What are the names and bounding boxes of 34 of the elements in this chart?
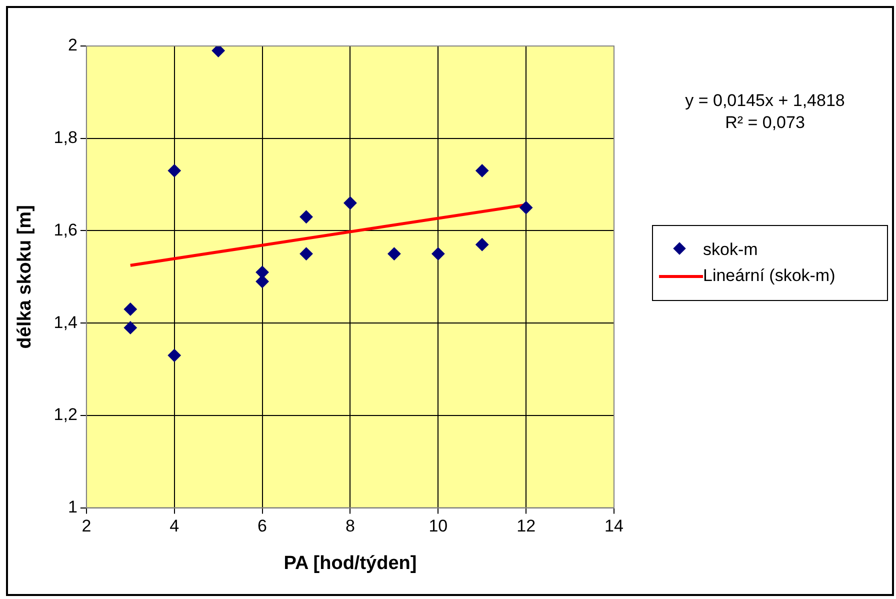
point bbox=[212, 46, 225, 58]
x-tick-label: 8 bbox=[345, 516, 355, 536]
point bbox=[520, 201, 533, 214]
y-tick-label: 1,4 bbox=[54, 312, 78, 332]
point bbox=[168, 348, 181, 362]
x-tick-label: 14 bbox=[604, 516, 624, 536]
point bbox=[124, 321, 137, 334]
point bbox=[256, 275, 269, 288]
x-tick-label: 2 bbox=[82, 516, 92, 536]
y-axis-title: délka skoku [m] bbox=[14, 205, 36, 349]
x-axis-title: PA [hod/týden] bbox=[284, 552, 417, 574]
point bbox=[344, 196, 357, 210]
point bbox=[124, 302, 137, 316]
point bbox=[388, 247, 401, 260]
point bbox=[432, 247, 445, 260]
point bbox=[476, 238, 489, 252]
point bbox=[300, 210, 313, 224]
y-tick-label: 1 bbox=[68, 497, 78, 516]
point bbox=[168, 164, 181, 178]
y-tick-label: 1,6 bbox=[54, 220, 78, 240]
y-tick-label: 1,2 bbox=[54, 405, 78, 424]
x-tick-label: 6 bbox=[258, 516, 268, 536]
point bbox=[300, 247, 313, 260]
x-tick-label: 12 bbox=[516, 516, 536, 536]
text: y = 0,0145x + 1,4818 bbox=[684, 90, 846, 112]
y-tick-label: 2 bbox=[68, 36, 78, 55]
legend-label: Lineární (skok-m) bbox=[703, 266, 836, 286]
x-tick-label: 4 bbox=[170, 516, 180, 536]
legend-label: skok-m bbox=[703, 240, 758, 260]
y-tick-label: 1,8 bbox=[54, 128, 78, 148]
point bbox=[256, 266, 269, 279]
x-tick-label: 10 bbox=[428, 516, 448, 536]
point bbox=[476, 164, 489, 178]
text: R² = 0,073 bbox=[724, 112, 806, 134]
